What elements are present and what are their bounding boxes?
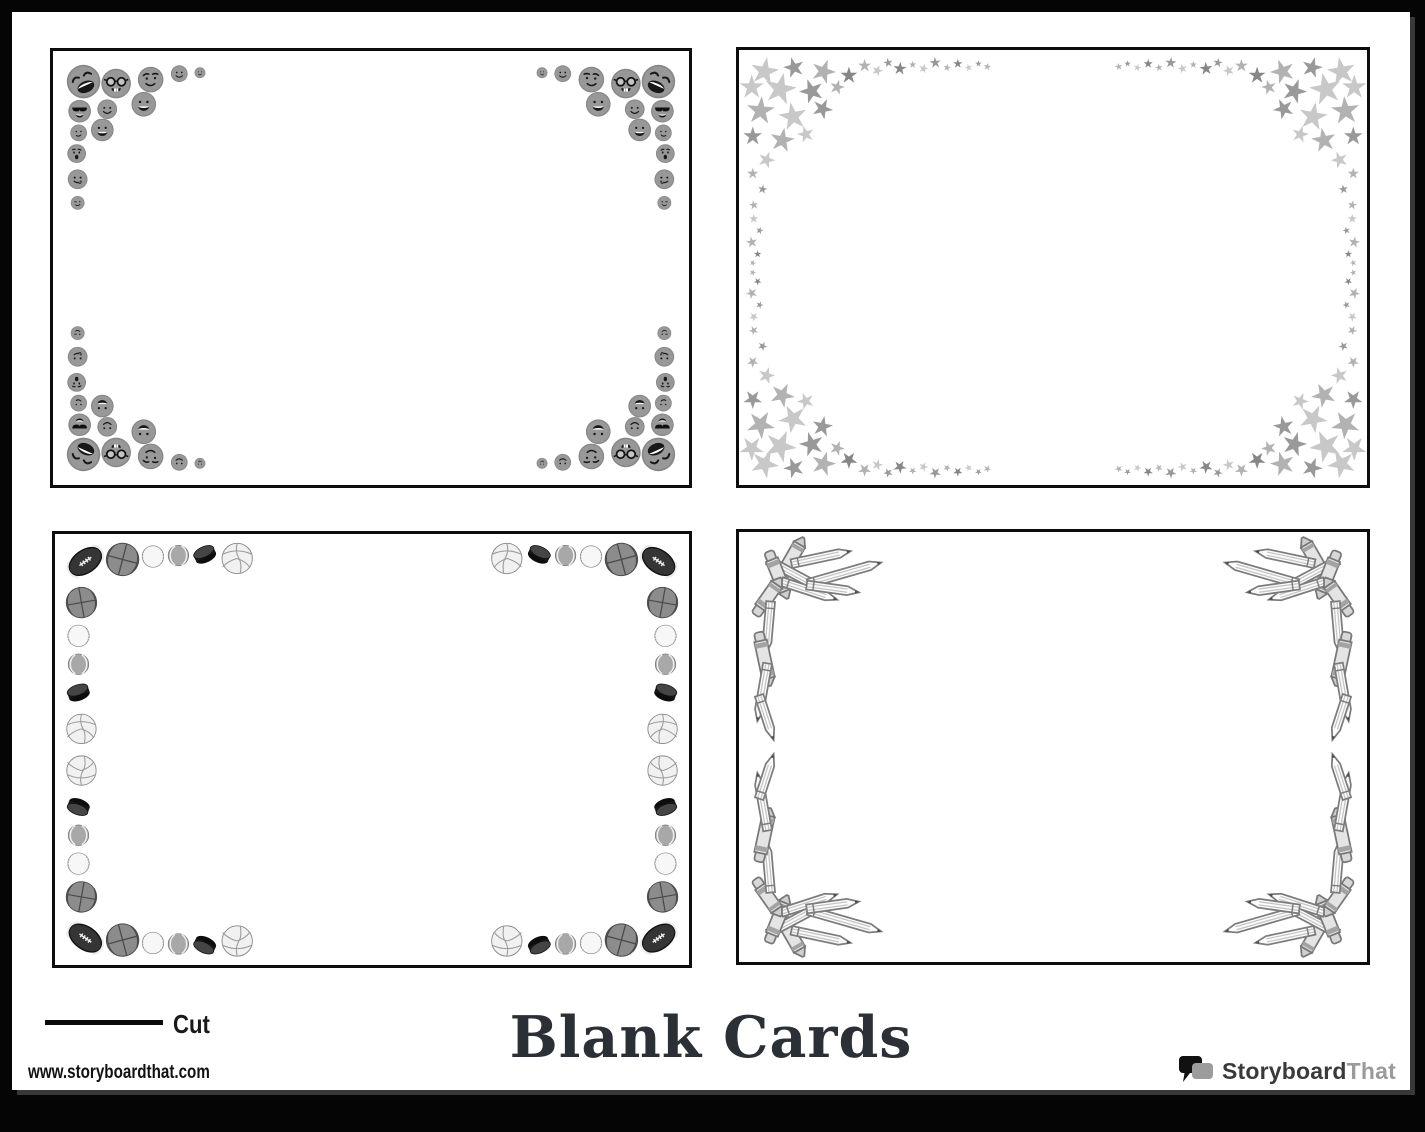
faces-corner-decoration bbox=[371, 268, 689, 485]
balls-corner-decoration bbox=[55, 750, 372, 966]
stars-corner-decoration bbox=[739, 50, 1053, 268]
blank-card-sports-border bbox=[52, 531, 692, 968]
site-url: www.storyboardthat.com bbox=[28, 1062, 210, 1083]
balls-corner-decoration bbox=[372, 534, 689, 750]
worksheet-sheet: Cut www.storyboardthat.com Blank Cards S… bbox=[12, 12, 1410, 1090]
pencils-corner-decoration bbox=[1053, 747, 1367, 962]
balls-corner-decoration bbox=[55, 534, 372, 750]
cut-label: Cut bbox=[173, 1009, 210, 1039]
pencils-corner-decoration bbox=[739, 532, 1053, 747]
blank-card-stars-border bbox=[736, 47, 1370, 488]
stars-corner-decoration bbox=[739, 268, 1053, 486]
faces-corner-decoration bbox=[371, 51, 689, 268]
blank-card-pencils-border bbox=[736, 529, 1370, 965]
faces-corner-decoration bbox=[53, 268, 371, 485]
faces-corner-decoration bbox=[53, 51, 371, 268]
logo-wordmark: StoryboardThat bbox=[1221, 1057, 1396, 1084]
storyboardthat-logo: StoryboardThat bbox=[1178, 1054, 1396, 1088]
stars-corner-decoration bbox=[1053, 50, 1367, 268]
balls-corner-decoration bbox=[372, 750, 689, 966]
page-title: Blank Cards bbox=[509, 1004, 913, 1071]
speech-bubbles-icon bbox=[1178, 1054, 1215, 1088]
blank-card-emoji-border bbox=[50, 48, 692, 488]
cut-indicator-line bbox=[45, 1020, 163, 1025]
pencils-corner-decoration bbox=[1053, 532, 1367, 747]
pencils-corner-decoration bbox=[739, 747, 1053, 962]
stars-corner-decoration bbox=[1053, 268, 1367, 486]
